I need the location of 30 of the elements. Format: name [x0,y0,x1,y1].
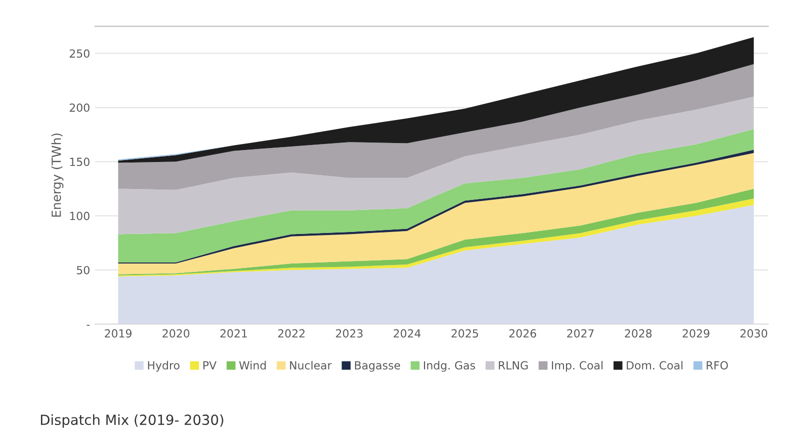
y-axis-title: Energy (TWh) [51,134,64,217]
text: Dispatch Mix (2019- 2030) [40,414,224,428]
legend-label: Indg. Gas [424,360,476,372]
x-tick-label: 2023 [336,329,363,338]
y-tick-label: 200 [70,103,90,112]
x-tick-label: 2019 [104,329,132,338]
y-tick-label: 50 [76,266,90,274]
x-tick-label: 2024 [394,329,421,338]
y-tick-label: 100 [70,212,90,220]
x-tick-label: 2022 [278,329,305,338]
legend-label: Wind [239,360,266,370]
x-tick-label: 2025 [452,329,478,338]
x-tick-label: 2021 [220,329,247,338]
legend-label: Dom. Coal [626,360,682,370]
legend-label: Nuclear [290,360,332,370]
legend-label: Imp. Coal [552,360,602,372]
x-tick-label: 2028 [624,329,652,338]
x-tick-label: 2026 [509,329,536,338]
legend-label: Bagasse [355,361,400,372]
legend-label: Hydro [148,360,180,372]
y-tick-label: 250 [70,49,90,58]
legend-label: RLNG [498,361,528,370]
x-tick-label: 2030 [740,329,768,338]
x-tick-label: 2027 [567,329,594,338]
x-tick-label: 2029 [682,329,710,338]
legend-label: RFO [706,361,728,370]
y-tick-label: 150 [70,158,90,166]
y-tick-label: - [86,324,90,326]
legend-label: PV [203,361,217,370]
x-tick-label: 2020 [162,329,190,338]
